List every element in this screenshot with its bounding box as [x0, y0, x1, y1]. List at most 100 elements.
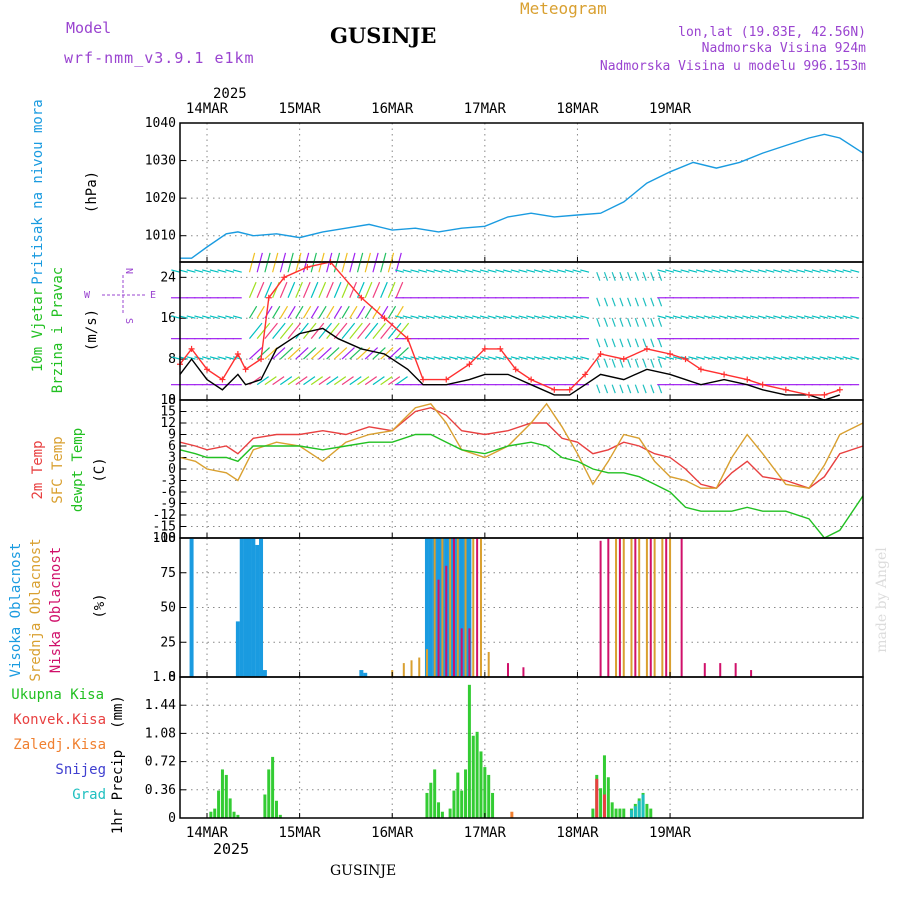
wind-arrow	[272, 305, 281, 319]
gust-marker	[358, 294, 365, 301]
wind-arrow	[341, 305, 350, 319]
wind-arrow	[726, 269, 736, 273]
y-tick-label: 0.36	[145, 783, 176, 798]
precip-bar	[271, 756, 275, 818]
wind-arrow	[264, 322, 278, 340]
gust-marker	[528, 376, 535, 383]
precip-bar	[475, 731, 479, 818]
precip-bar	[606, 777, 610, 818]
wind-arrow	[773, 315, 783, 319]
wind-arrow	[464, 356, 474, 360]
wind-arrow	[272, 322, 286, 340]
gust-marker	[836, 386, 843, 393]
wind-arrow	[526, 356, 536, 360]
wind-arrow	[264, 347, 278, 360]
wind-arrow	[264, 281, 273, 299]
wind-arrow	[318, 305, 327, 319]
wind-arrow	[209, 269, 219, 273]
wind-arrow	[657, 315, 667, 319]
wind-arrow	[703, 269, 713, 273]
wind-arrow	[380, 347, 394, 360]
wind-arrow	[680, 315, 690, 319]
wind-arrow	[788, 315, 798, 319]
wind-arrow	[225, 315, 235, 319]
date-label-top: 15MAR	[279, 101, 322, 117]
y-tick-label: 16	[160, 311, 176, 326]
altitude-label: Nadmorska Visina 924m	[702, 41, 867, 56]
wind-arrow	[464, 315, 474, 319]
y-tick-label: 75	[160, 566, 176, 581]
wind-arrow	[773, 356, 783, 360]
precip-bar	[629, 810, 633, 818]
wind-arrow	[627, 297, 632, 307]
clouds-bar	[363, 672, 368, 677]
y-tick-label: -12	[153, 508, 176, 523]
clouds-bar	[235, 621, 240, 677]
wind-arrow	[603, 318, 609, 327]
wind-arrow	[611, 358, 616, 368]
wind-arrow	[456, 315, 466, 319]
wind-arrow	[642, 318, 647, 327]
clouds-bar	[615, 538, 618, 677]
gust-marker	[782, 386, 789, 393]
wind-arrow	[827, 269, 837, 273]
wind-arrow	[596, 384, 601, 394]
wind-arrow	[364, 322, 379, 340]
gust-marker	[219, 376, 226, 383]
precip-bar	[228, 798, 232, 818]
date-label-bottom: 15MAR	[279, 825, 322, 841]
wind-arrow	[672, 315, 682, 319]
gust-marker	[466, 361, 473, 368]
clouds-bar	[468, 628, 471, 677]
gust-marker	[443, 376, 450, 383]
clouds-bar	[506, 663, 509, 677]
date-label-bottom: 19MAR	[649, 825, 692, 841]
wind-arrow	[357, 322, 371, 340]
wind-arrow	[217, 356, 227, 360]
wind-arrow	[448, 356, 458, 360]
wind-arrow	[819, 315, 829, 319]
wind-arrow	[487, 315, 497, 319]
precip-bar	[602, 755, 606, 818]
wind-arrow	[425, 315, 435, 319]
precip-bar	[460, 790, 464, 818]
cloud-mid-title: Srednja Oblacnost	[28, 538, 44, 681]
wind-arrow	[310, 322, 325, 340]
wind-arrow	[418, 315, 428, 319]
date-label-top: 18MAR	[556, 101, 599, 117]
wind-arrow	[642, 358, 647, 368]
wind-arrow	[287, 281, 296, 299]
wind-arrow	[472, 269, 482, 273]
wind-arrow	[819, 356, 829, 360]
wind-arrow	[657, 272, 663, 281]
wind-arrow	[333, 305, 343, 319]
wind-arrow	[441, 356, 451, 360]
gust-marker	[697, 366, 704, 373]
clouds-bar	[255, 544, 260, 677]
wind-arrow	[549, 269, 559, 273]
gust-marker	[242, 366, 249, 373]
wind-arrow	[780, 315, 790, 319]
compass-e: E	[150, 290, 156, 301]
year-label-bottom: 2025	[213, 840, 249, 858]
wind-arrow	[526, 269, 536, 273]
clouds-bar	[750, 670, 753, 677]
date-label-bottom: 16MAR	[371, 825, 414, 841]
compass-n: N	[123, 268, 134, 274]
y-tick-label: 25	[160, 635, 176, 650]
cloud-high-title: Visoka Oblacnost	[8, 543, 24, 678]
wind-arrow	[425, 356, 435, 360]
wind-arrow	[627, 338, 632, 348]
wind-arrow	[295, 376, 308, 386]
clouds-bar	[424, 538, 429, 677]
precip-bar	[471, 735, 475, 818]
wind-arrow	[657, 356, 667, 360]
wind-arrow	[479, 269, 489, 273]
precip-bar	[213, 808, 217, 818]
clouds-bar	[599, 540, 602, 677]
wind-arrow	[372, 305, 381, 319]
wind-arrow	[642, 384, 647, 394]
wind-arrow	[341, 347, 355, 360]
wind-arrow	[295, 322, 309, 340]
wind-arrow	[596, 297, 601, 307]
